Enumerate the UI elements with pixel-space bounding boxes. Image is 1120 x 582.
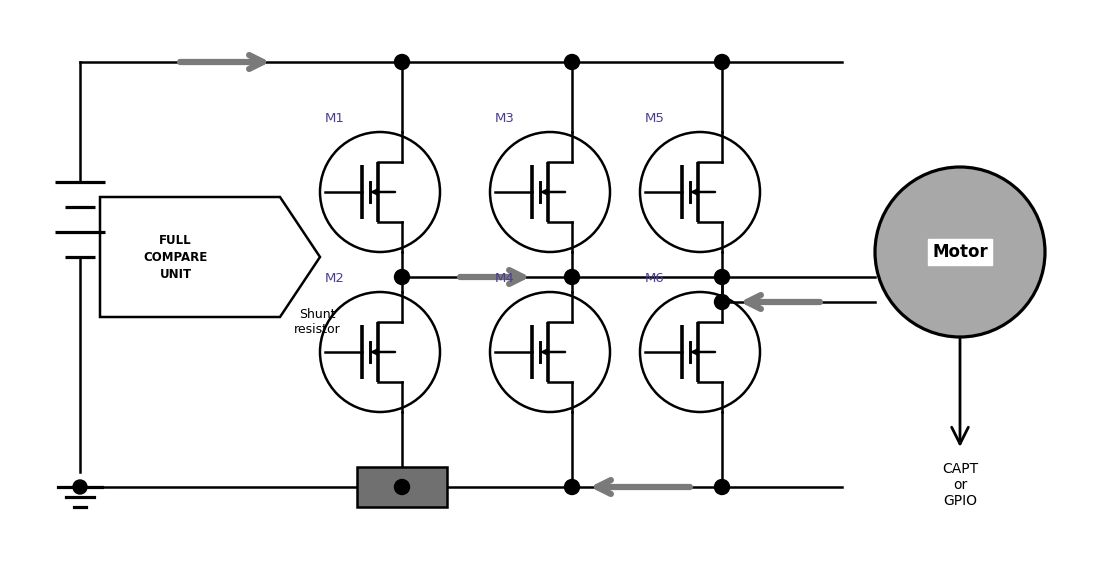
- Circle shape: [715, 269, 729, 285]
- Circle shape: [394, 480, 410, 495]
- Circle shape: [875, 167, 1045, 337]
- Text: M5: M5: [645, 112, 665, 125]
- Circle shape: [715, 294, 729, 310]
- Text: M3: M3: [495, 112, 515, 125]
- Text: M4: M4: [495, 272, 515, 285]
- Circle shape: [394, 269, 410, 285]
- Circle shape: [394, 55, 410, 69]
- Circle shape: [564, 480, 579, 495]
- Circle shape: [715, 480, 729, 495]
- Circle shape: [715, 55, 729, 69]
- Text: M6: M6: [645, 272, 665, 285]
- Text: CAPT
or
GPIO: CAPT or GPIO: [942, 462, 978, 509]
- Text: M2: M2: [325, 272, 345, 285]
- Text: M1: M1: [325, 112, 345, 125]
- Circle shape: [73, 480, 87, 494]
- Text: Motor: Motor: [932, 243, 988, 261]
- Text: Shunt
resistor: Shunt resistor: [293, 308, 340, 336]
- Polygon shape: [100, 197, 320, 317]
- Circle shape: [564, 269, 579, 285]
- FancyBboxPatch shape: [357, 467, 447, 507]
- Text: FULL
COMPARE
UNIT: FULL COMPARE UNIT: [143, 233, 207, 281]
- Circle shape: [564, 55, 579, 69]
